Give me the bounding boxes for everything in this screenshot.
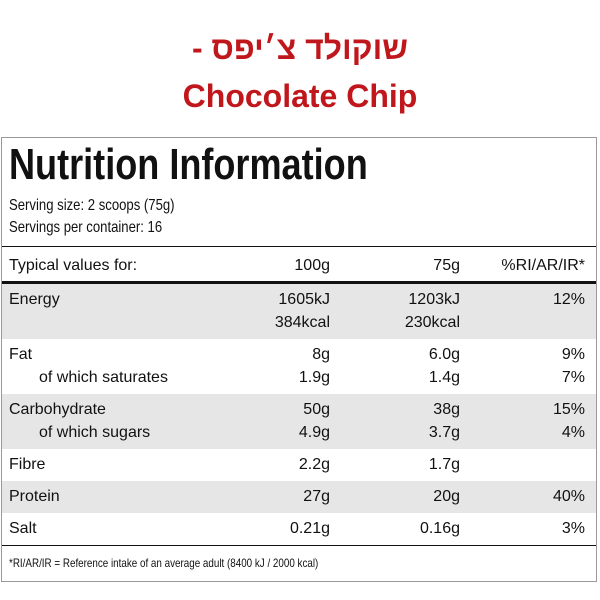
row-label: Salt bbox=[9, 520, 37, 537]
nutrition-panel bbox=[1, 137, 597, 582]
value-75g: 6.0g bbox=[428, 346, 460, 363]
value-75g: 3.7g bbox=[428, 424, 460, 441]
value-100g: 384kcal bbox=[274, 314, 330, 331]
value-75g: 0.16g bbox=[419, 520, 460, 537]
value-ri: 3% bbox=[561, 520, 585, 537]
footnote: *RI/AR/IR = Reference intake of an avera… bbox=[9, 556, 319, 570]
panel-heading: Nutrition Information bbox=[9, 140, 368, 189]
value-ri: 7% bbox=[561, 369, 585, 386]
value-100g: 50g bbox=[303, 401, 330, 418]
serving-size: Serving size: 2 scoops (75g) bbox=[9, 197, 175, 214]
value-ri: 4% bbox=[561, 424, 585, 441]
value-100g: 1605kJ bbox=[278, 291, 330, 308]
value-100g: 0.21g bbox=[289, 520, 330, 537]
row-label: of which saturates bbox=[39, 369, 168, 386]
column-header: Typical values for: bbox=[9, 257, 138, 274]
row-background bbox=[2, 513, 596, 545]
row-label: of which sugars bbox=[39, 424, 151, 441]
value-75g: 20g bbox=[433, 488, 460, 505]
value-75g: 1.4g bbox=[428, 369, 460, 386]
row-background bbox=[2, 394, 596, 449]
value-75g: 1203kJ bbox=[408, 291, 460, 308]
value-100g: 1.9g bbox=[298, 369, 330, 386]
value-100g: 8g bbox=[312, 346, 330, 363]
value-75g: 1.7g bbox=[428, 456, 460, 473]
servings: Servings per container: 16 bbox=[9, 219, 163, 236]
divider bbox=[2, 246, 596, 247]
row-background bbox=[2, 481, 596, 513]
column-header: %RI/AR/IR* bbox=[501, 257, 585, 274]
column-header: 75g bbox=[433, 257, 460, 274]
row-label: Energy bbox=[9, 291, 60, 308]
row-background bbox=[2, 449, 596, 481]
value-75g: 230kcal bbox=[404, 314, 460, 331]
row-label: Carbohydrate bbox=[9, 401, 106, 418]
divider bbox=[2, 281, 596, 284]
value-ri: 40% bbox=[552, 488, 585, 505]
row-background bbox=[2, 339, 596, 394]
title-hebrew: שוקולד צ׳יפס - bbox=[191, 30, 409, 66]
row-label: Fibre bbox=[9, 456, 46, 473]
value-ri: 9% bbox=[561, 346, 585, 363]
value-ri: 15% bbox=[552, 401, 585, 418]
value-ri: 12% bbox=[552, 291, 585, 308]
row-background bbox=[2, 284, 596, 339]
value-100g: 27g bbox=[303, 488, 330, 505]
title-english: Chocolate Chip bbox=[182, 78, 418, 114]
value-75g: 38g bbox=[433, 401, 460, 418]
row-label: Protein bbox=[9, 488, 60, 505]
value-100g: 4.9g bbox=[298, 424, 330, 441]
divider bbox=[2, 544, 596, 546]
value-100g: 2.2g bbox=[298, 456, 330, 473]
column-header: 100g bbox=[294, 257, 330, 274]
row-label: Fat bbox=[9, 346, 33, 363]
